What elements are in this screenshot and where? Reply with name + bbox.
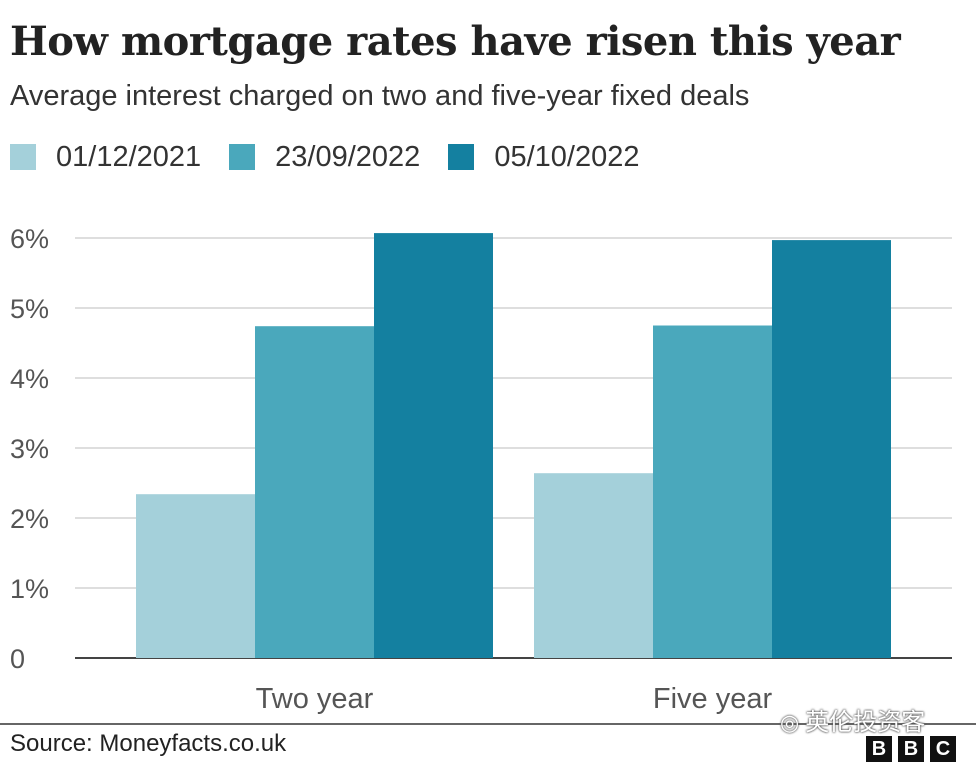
bar — [255, 326, 374, 658]
logo-block: B — [866, 736, 892, 762]
y-tick-label: 0 — [10, 644, 25, 674]
y-axis: 0 1% 2% 3% 4% 5% 6% — [10, 224, 49, 674]
chart-title: How mortgage rates have risen this year — [10, 18, 901, 65]
x-tick-label: Five year — [653, 683, 773, 715]
x-tick-label: Two year — [256, 683, 374, 715]
y-tick-label: 2% — [10, 504, 49, 534]
bar — [374, 233, 493, 658]
y-tick-label: 3% — [10, 434, 49, 464]
legend-swatch — [229, 144, 256, 170]
chart-subtitle: Average interest charged on two and five… — [10, 80, 750, 112]
bar — [534, 473, 653, 658]
legend-label: 01/12/2021 — [56, 140, 202, 173]
wechat-icon: ◎ — [780, 710, 800, 735]
legend-item: 05/10/2022 — [448, 141, 639, 174]
y-tick-label: 5% — [10, 294, 49, 324]
legend-item: 23/09/2022 — [229, 141, 420, 174]
bar — [772, 240, 891, 658]
bar — [136, 494, 255, 658]
logo-block: B — [898, 736, 924, 762]
logo-block: C — [930, 736, 956, 762]
y-tick-label: 4% — [10, 364, 49, 394]
bar — [653, 325, 772, 658]
legend: 01/12/2021 23/09/2022 05/10/2022 — [10, 140, 667, 174]
y-tick-label: 6% — [10, 224, 49, 254]
bars — [136, 233, 891, 658]
source-note: Source: Moneyfacts.co.uk — [10, 730, 287, 757]
watermark-text: 英伦投资客 — [805, 709, 926, 736]
watermark: ◎ 英伦投资客 — [780, 702, 925, 737]
bbc-logo: B B C — [866, 736, 962, 762]
legend-item: 01/12/2021 — [10, 141, 201, 174]
x-axis: Two year Five year — [256, 683, 773, 715]
legend-label: 05/10/2022 — [494, 140, 640, 173]
legend-swatch — [10, 144, 36, 170]
legend-label: 23/09/2022 — [275, 140, 421, 173]
y-tick-label: 1% — [10, 574, 49, 604]
legend-swatch — [448, 144, 475, 170]
